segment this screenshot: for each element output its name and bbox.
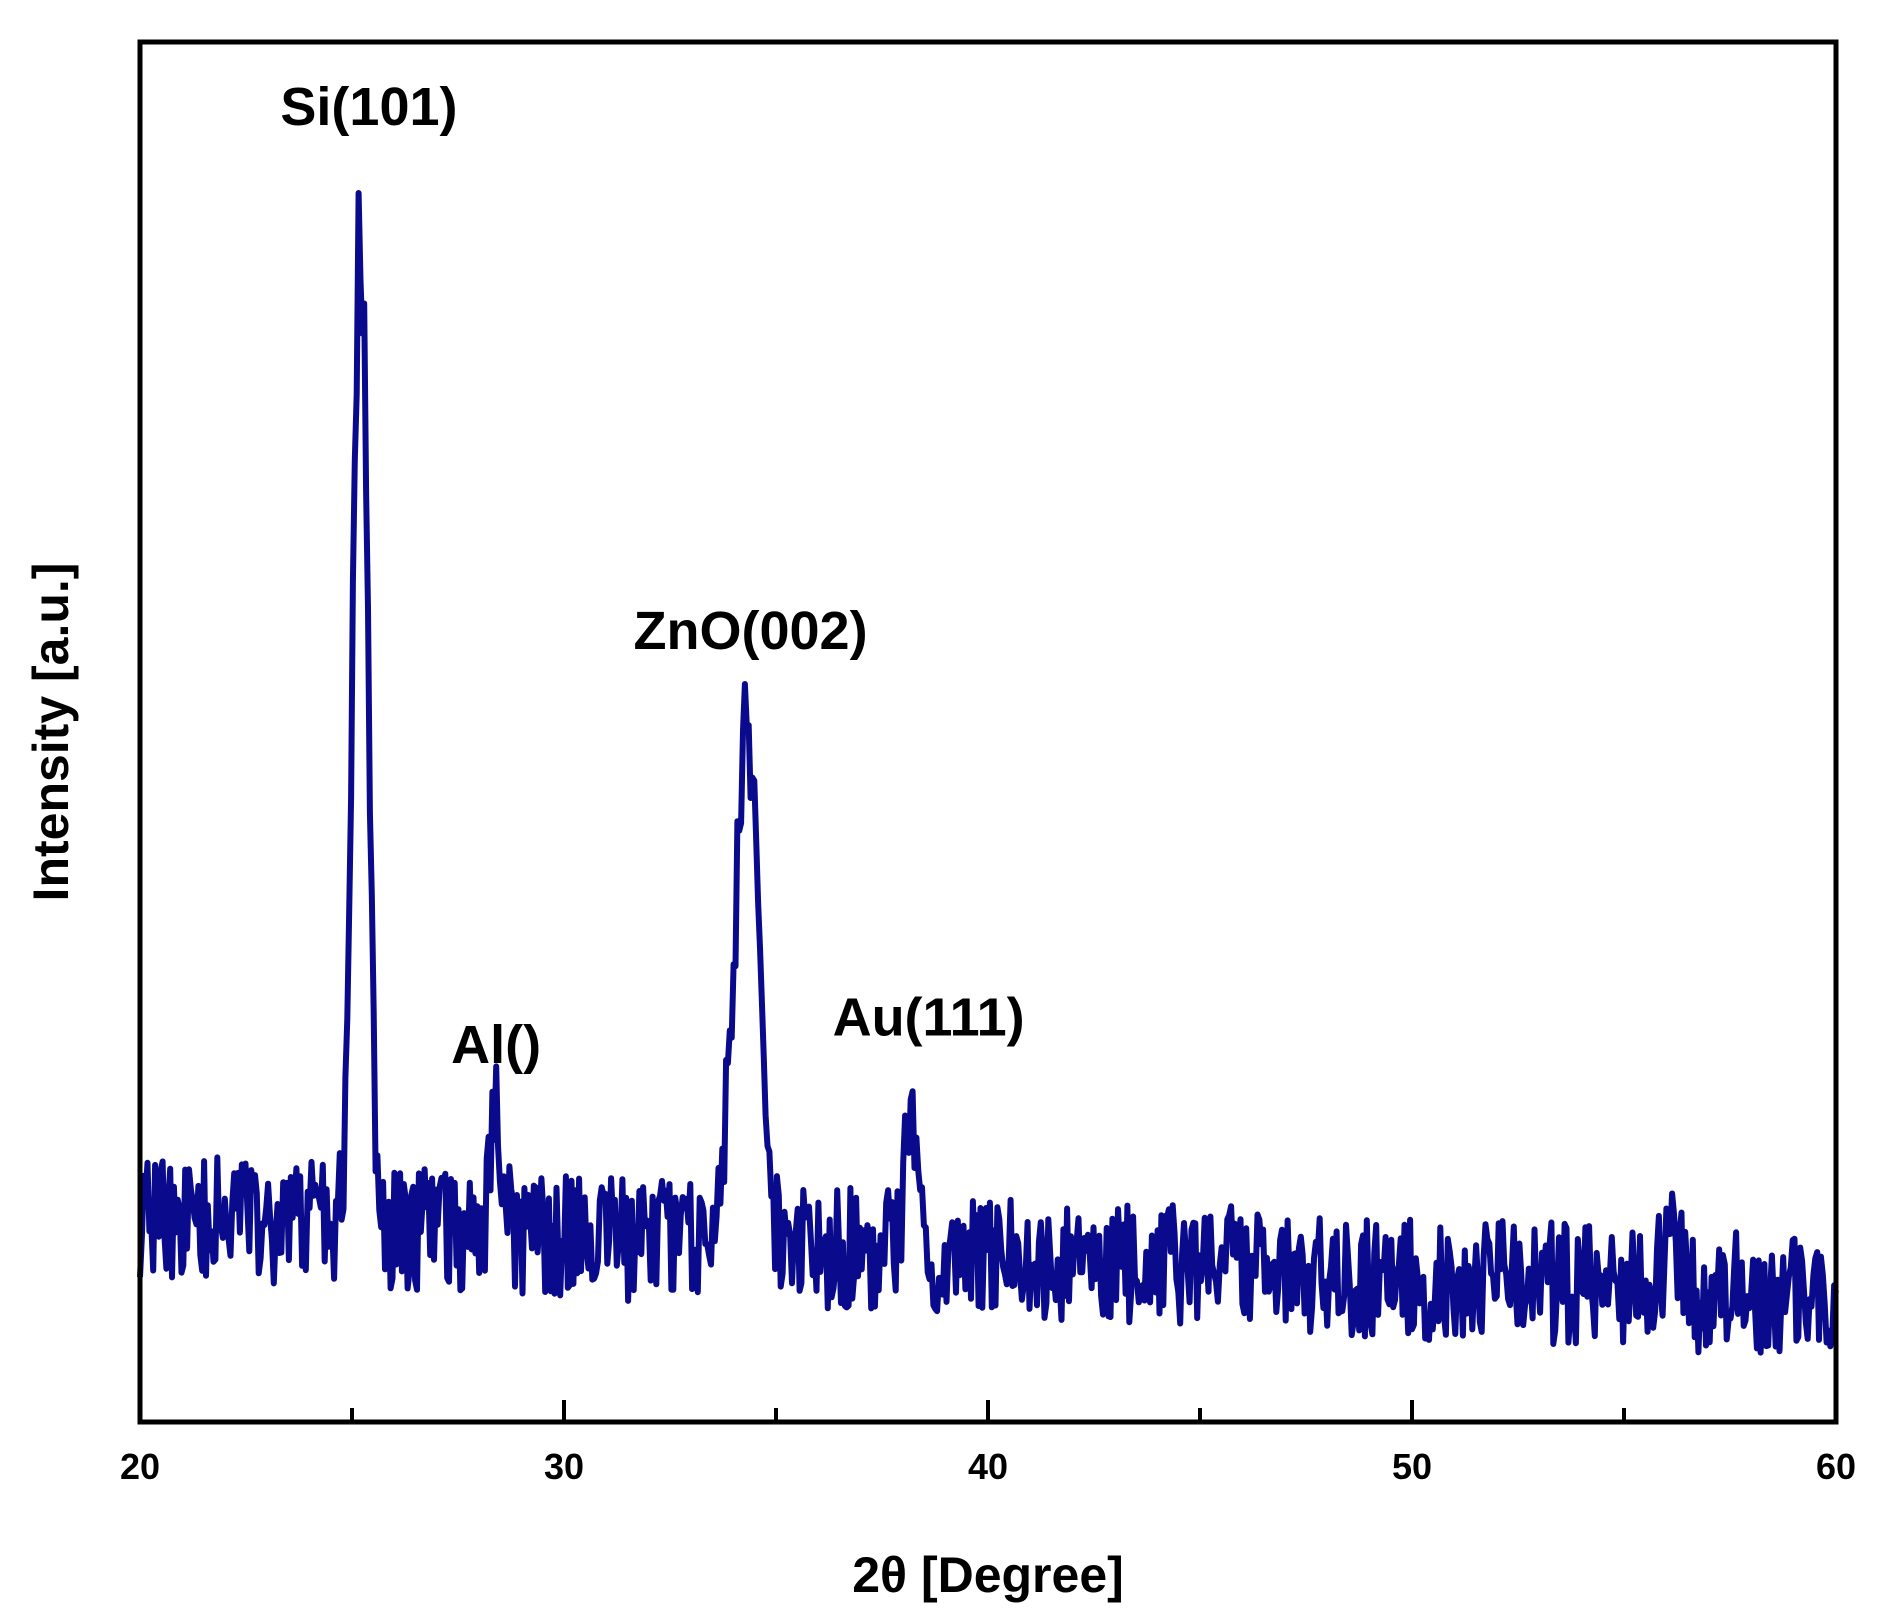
x-tick-label: 60 <box>1816 1446 1856 1487</box>
x-tick-label: 40 <box>968 1446 1008 1487</box>
peak-label: Si(101) <box>280 77 457 137</box>
peak-label: ZnO(002) <box>634 601 868 661</box>
peak-annotations: Si(101) Al() ZnO(002) Au(111) <box>280 77 1024 1075</box>
x-tick-label: 50 <box>1392 1446 1432 1487</box>
x-axis-label: 2θ [Degree] <box>852 1547 1124 1603</box>
peak-label: Au(111) <box>833 988 1025 1048</box>
peak-label: Al() <box>451 1015 541 1075</box>
x-major-ticks <box>138 1400 1838 1422</box>
x-tick-labels: 20 30 40 50 60 <box>120 1446 1856 1487</box>
plot-frame <box>137 39 1839 1425</box>
x-tick-label: 30 <box>544 1446 584 1487</box>
xrd-pattern-line <box>137 190 1839 1356</box>
y-axis-label: Intensity [a.u.] <box>23 563 79 902</box>
x-tick-label: 20 <box>120 1446 160 1487</box>
